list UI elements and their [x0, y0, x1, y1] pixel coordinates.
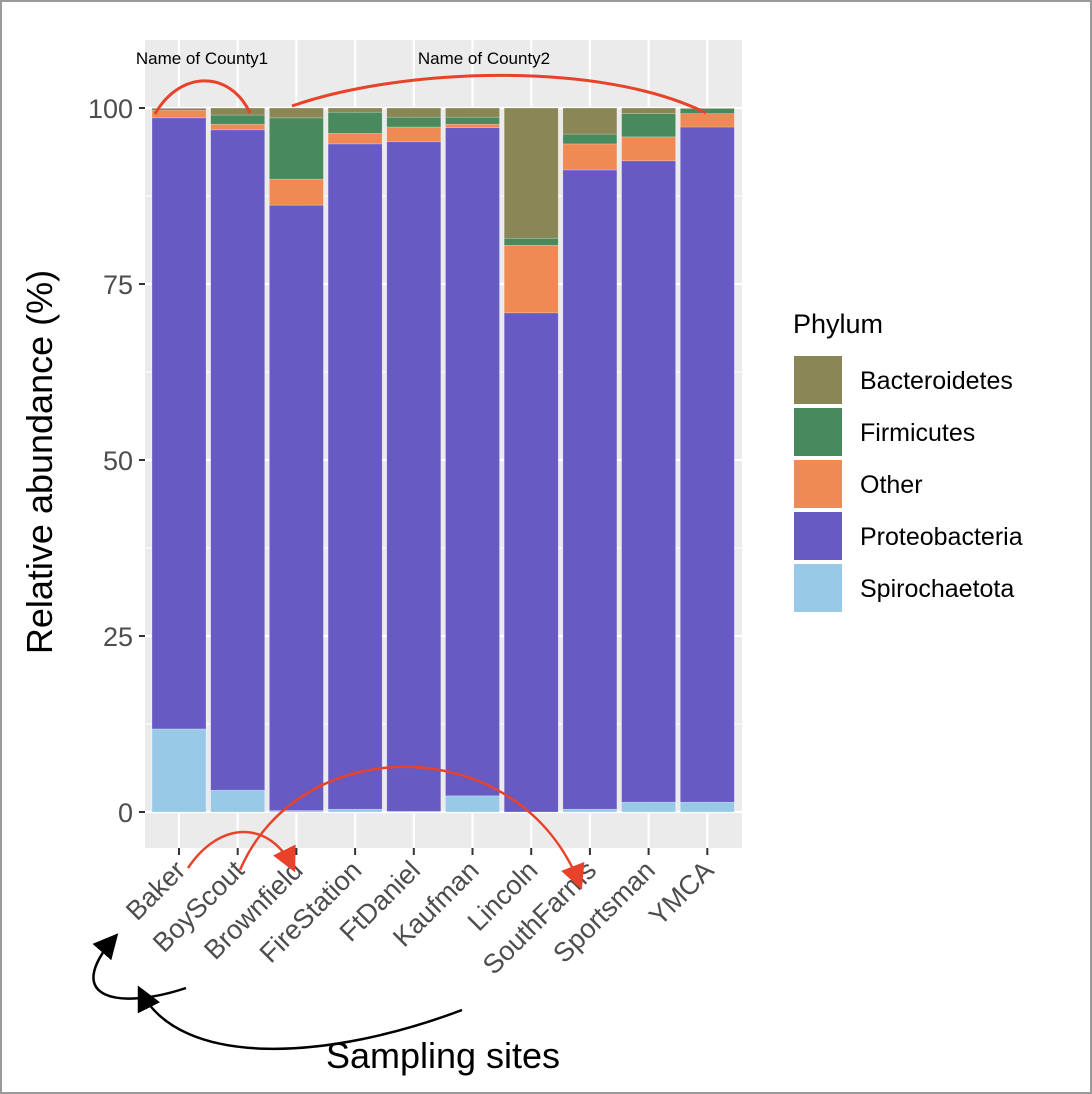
bar-segment-proteobacteria-baker: [151, 117, 207, 730]
bar-segment-firmicutes-southfarms: [562, 133, 618, 145]
bar-segment-bacteroidetes-baker: [151, 107, 207, 110]
bar-segment-proteobacteria-firestation: [327, 143, 383, 810]
annotations: Name of County1 Name of County2: [92, 49, 707, 1050]
bar-segment-other-brownfield: [269, 178, 324, 206]
bar-segment-bacteroidetes-firestation: [327, 107, 383, 113]
bar-segment-proteobacteria-ftdaniel: [386, 141, 442, 812]
legend-key-proteobacteria: [792, 510, 844, 562]
bar-segment-proteobacteria-kaufman: [445, 127, 500, 797]
county1-bracket-arrow: [153, 79, 252, 115]
bar-segment-other-firestation: [327, 133, 383, 145]
bar-segment-other-lincoln: [503, 244, 559, 314]
bar-segment-proteobacteria-sportsman: [621, 160, 676, 803]
bar-segment-proteobacteria-ymca: [679, 126, 735, 803]
x-tick-label: YMCA: [643, 855, 719, 931]
x-axis-label: Sampling sites: [326, 1035, 560, 1076]
bar-segment-bacteroidetes-ftdaniel: [386, 107, 442, 118]
bar-segment-proteobacteria-lincoln: [503, 312, 559, 813]
bar-segment-other-sportsman: [621, 136, 676, 162]
bar-segment-proteobacteria-boyscout: [210, 129, 265, 791]
bar-segment-bacteroidetes-ymca: [679, 107, 735, 110]
bar-segment-firmicutes-brownfield: [269, 117, 324, 180]
bar-segment-proteobacteria-brownfield: [269, 204, 324, 811]
bar-segment-other-ftdaniel: [386, 126, 442, 143]
bar-segment-other-ymca: [679, 113, 735, 128]
y-tick-label: 50: [103, 446, 133, 476]
red-arrow-boyscout-southfarms: [238, 765, 585, 890]
bar-segment-spirochaetota-baker: [151, 728, 207, 813]
bar-segment-spirochaetota-kaufman: [445, 795, 500, 813]
y-tick-label: 25: [103, 622, 133, 652]
bar-segment-other-kaufman: [445, 123, 500, 129]
bar-segment-other-baker: [151, 109, 207, 119]
bar-segment-firmicutes-ymca: [679, 108, 735, 114]
bar-segment-firmicutes-firestation: [327, 111, 383, 134]
y-axis: 0 25 50 75 100: [88, 94, 145, 828]
bars: [151, 107, 735, 813]
bar-segment-spirochaetota-ymca: [679, 801, 735, 813]
legend-key-other: [792, 458, 844, 510]
bar-segment-bacteroidetes-lincoln: [503, 107, 559, 239]
legend: Phylum Bacteroidetes Firmicutes Other Prote…: [792, 309, 1023, 614]
legend-label: Proteobacteria: [860, 523, 1023, 551]
county2-bracket-arrow: [291, 73, 707, 115]
legend-label: Spirochaetota: [860, 575, 1014, 603]
bar-segment-bacteroidetes-kaufman: [445, 107, 500, 118]
legend-key-firmicutes: [792, 406, 844, 458]
annotation-county1: Name of County1: [136, 49, 268, 68]
bar-segment-spirochaetota-firestation: [327, 808, 383, 813]
y-tick-label: 75: [103, 270, 133, 300]
red-arrow-baker-brownfield: [186, 830, 296, 873]
bar-segment-bacteroidetes-brownfield: [269, 107, 324, 119]
bar-segment-other-southfarms: [562, 143, 618, 171]
y-axis-label: Relative abundance (%): [19, 270, 60, 654]
bar-segment-bacteroidetes-southfarms: [562, 107, 618, 135]
bar-segment-spirochaetota-sportsman: [621, 801, 676, 813]
bar-segment-firmicutes-kaufman: [445, 116, 500, 125]
bar-segment-proteobacteria-southfarms: [562, 169, 618, 810]
bar-segment-firmicutes-ftdaniel: [386, 116, 442, 128]
legend-title: Phylum: [793, 309, 883, 339]
legend-key-bacteroidetes: [792, 354, 844, 406]
y-tick-label: 100: [88, 94, 133, 124]
x-axis: BakerBoyScoutBrownfieldFireStationFtDani…: [120, 848, 720, 980]
bar-segment-firmicutes-lincoln: [503, 237, 559, 246]
black-arrow-brownfield-baker: [92, 933, 187, 1000]
bar-segment-bacteroidetes-sportsman: [621, 107, 676, 114]
legend-label: Firmicutes: [860, 419, 975, 447]
legend-label: Other: [860, 471, 923, 499]
bar-segment-spirochaetota-southfarms: [562, 808, 618, 813]
bar-segment-bacteroidetes-boyscout: [210, 107, 265, 116]
legend-key-spirochaetota: [792, 562, 844, 614]
bar-segment-other-boyscout: [210, 123, 265, 131]
bar-segment-spirochaetota-boyscout: [210, 789, 265, 813]
black-arrow-southfarms-boyscout: [137, 985, 463, 1050]
legend-label: Bacteroidetes: [860, 367, 1013, 395]
bar-segment-firmicutes-boyscout: [210, 114, 265, 125]
annotation-county2: Name of County2: [418, 49, 550, 68]
y-tick-label: 0: [118, 798, 133, 828]
bar-segment-firmicutes-sportsman: [621, 113, 676, 138]
